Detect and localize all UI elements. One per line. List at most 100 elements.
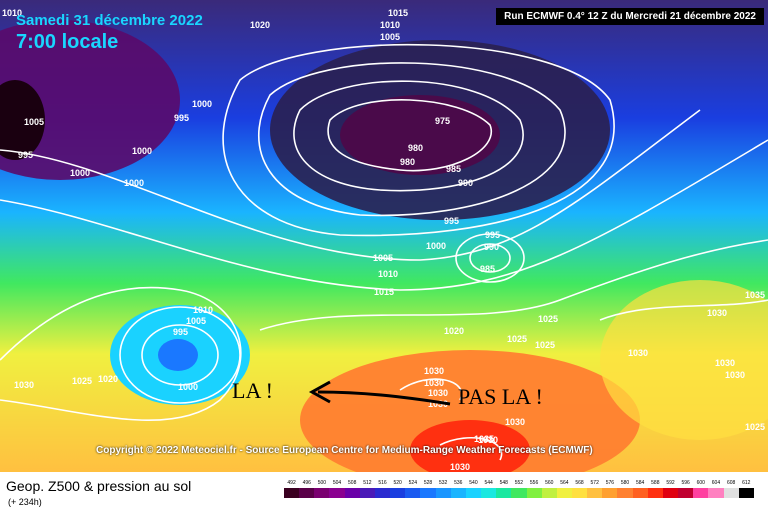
scale-labels: 492 496 500 504 508 512 516 520 524 528 532 536 540 5… [284, 480, 754, 488]
scale-swatch [465, 488, 482, 498]
scale-swatch [617, 488, 633, 498]
svg-text:1000: 1000 [178, 382, 198, 392]
svg-text:1000: 1000 [192, 99, 212, 109]
scale-label: 508 [348, 480, 357, 486]
scale-label: 548 [499, 480, 508, 486]
scale-label: 604 [711, 480, 721, 486]
scale-swatch [299, 488, 315, 498]
pressure-map: 1010 1020 1015 1010 1005 1005 995 1000 1… [0, 0, 768, 472]
svg-text:1010: 1010 [2, 8, 22, 18]
svg-text:1030: 1030 [505, 417, 525, 427]
svg-text:1005: 1005 [380, 32, 400, 42]
scale-swatch [314, 488, 330, 498]
svg-text:990: 990 [458, 178, 473, 188]
scale-label: 516 [378, 480, 387, 486]
svg-text:980: 980 [400, 157, 415, 167]
svg-text:1025: 1025 [745, 422, 765, 432]
svg-text:1025: 1025 [535, 340, 555, 350]
forecast-header: Samedi 31 décembre 2022 7:00 locale [16, 12, 203, 54]
scale-swatch [405, 488, 421, 498]
scale-label: 608 [726, 480, 736, 486]
scale-swatch [556, 488, 572, 498]
svg-text:1030: 1030 [428, 388, 448, 398]
svg-text:1010: 1010 [380, 20, 400, 30]
annotation-not-here: PAS LA ! [458, 384, 543, 409]
svg-text:1030: 1030 [725, 370, 745, 380]
scale-label: 492 [287, 480, 296, 486]
svg-text:990: 990 [484, 242, 499, 252]
svg-text:1030: 1030 [424, 378, 444, 388]
scale-label: 552 [514, 480, 524, 486]
svg-text:1030: 1030 [715, 358, 735, 368]
arrow-line [317, 390, 451, 406]
eastern-ridge [600, 280, 768, 440]
svg-text:985: 985 [446, 164, 461, 174]
svg-text:985: 985 [480, 264, 495, 274]
scale-label: 564 [560, 480, 569, 486]
svg-text:980: 980 [408, 143, 423, 153]
scale-label: 596 [681, 480, 690, 486]
svg-text:1005: 1005 [186, 316, 206, 326]
scale-swatch [632, 488, 648, 498]
scale-label: 536 [454, 480, 463, 486]
scale-swatch [587, 488, 603, 498]
svg-text:1030: 1030 [628, 348, 648, 358]
isobar-lines [0, 43, 768, 461]
scale-bar [284, 488, 754, 498]
scale-swatch [662, 488, 679, 498]
color-scale: 492 496 500 504 508 512 516 520 524 528 532 536 540 5… [284, 480, 754, 498]
scale-label: 560 [545, 480, 554, 486]
scale-swatch [723, 488, 739, 498]
scale-label: 556 [529, 480, 539, 486]
svg-text:1020: 1020 [98, 374, 118, 384]
svg-text:1010: 1010 [378, 269, 398, 279]
scale-swatch [511, 488, 527, 498]
svg-text:1000: 1000 [70, 168, 90, 178]
svg-text:1025: 1025 [72, 376, 92, 386]
svg-text:1000: 1000 [426, 241, 446, 251]
svg-text:1000: 1000 [124, 178, 144, 188]
svg-text:1035: 1035 [474, 434, 494, 444]
scale-swatch [541, 488, 557, 498]
scale-label: 528 [423, 480, 433, 486]
scale-swatch [359, 488, 375, 498]
annotation-here: LA ! [232, 378, 273, 403]
svg-text:995: 995 [173, 327, 188, 337]
run-info: Run ECMWF 0.4° 12 Z du Mercredi 21 décem… [496, 8, 764, 25]
svg-text:1005: 1005 [373, 253, 393, 263]
scale-label: 600 [696, 480, 705, 486]
scale-label: 520 [393, 480, 402, 486]
northwest-core [0, 80, 45, 160]
scale-label: 576 [605, 480, 615, 486]
svg-text:995: 995 [444, 216, 459, 226]
scale-swatch [374, 488, 391, 498]
scale-label: 496 [302, 480, 311, 486]
scale-label: 544 [484, 480, 493, 486]
arrow-head [308, 380, 331, 404]
scale-swatch [693, 488, 709, 498]
scale-swatch [390, 488, 406, 498]
isobar-labels: 1010 1020 1015 1010 1005 1005 995 1000 1… [2, 8, 765, 472]
scale-label: 532 [438, 480, 448, 486]
svg-text:1030: 1030 [424, 366, 444, 376]
scale-swatch [284, 488, 300, 498]
scale-label: 572 [590, 480, 599, 486]
scale-label: 612 [742, 480, 751, 486]
warm-ridge [300, 350, 640, 472]
scale-label: 584 [636, 480, 645, 486]
scale-label: 588 [651, 480, 660, 486]
scale-label: 592 [666, 480, 675, 486]
copyright-text: Copyright © 2022 Meteociel.fr - Source E… [96, 445, 593, 456]
svg-text:1000: 1000 [132, 146, 152, 156]
scale-swatch [435, 488, 451, 498]
scale-swatch [738, 488, 754, 498]
svg-text:1025: 1025 [538, 314, 558, 324]
legend-subtitle: (+ 234h) [8, 497, 42, 507]
svg-text:995: 995 [174, 113, 189, 123]
legend-title: Geop. Z500 & pression au sol [6, 478, 192, 494]
scale-label: 512 [363, 480, 372, 486]
scale-swatch [329, 488, 345, 498]
scale-swatch [344, 488, 360, 498]
svg-text:1020: 1020 [444, 326, 464, 336]
